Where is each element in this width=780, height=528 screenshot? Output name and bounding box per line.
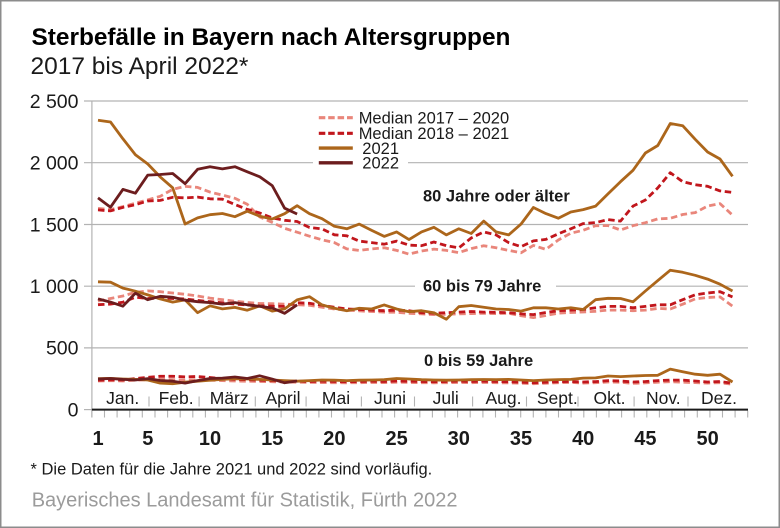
svg-text:0 bis 59 Jahre: 0 bis 59 Jahre bbox=[424, 352, 533, 370]
svg-text:40: 40 bbox=[572, 428, 594, 450]
svg-text:15: 15 bbox=[261, 428, 283, 450]
svg-text:1: 1 bbox=[92, 428, 103, 450]
svg-text:80 Jahre oder älter: 80 Jahre oder älter bbox=[423, 188, 570, 206]
svg-text:2017 bis April 2022*: 2017 bis April 2022* bbox=[31, 53, 249, 80]
svg-text:2 000: 2 000 bbox=[30, 153, 79, 175]
svg-text:50: 50 bbox=[696, 428, 718, 450]
svg-text:5: 5 bbox=[142, 428, 153, 450]
svg-text:1 000: 1 000 bbox=[30, 276, 79, 298]
svg-text:Median 2018 – 2021: Median 2018 – 2021 bbox=[359, 125, 509, 143]
svg-text:30: 30 bbox=[448, 428, 470, 450]
svg-text:April: April bbox=[265, 388, 300, 408]
svg-text:2022: 2022 bbox=[362, 155, 399, 173]
svg-text:0: 0 bbox=[68, 399, 79, 421]
svg-text:60 bis 79 Jahre: 60 bis 79 Jahre bbox=[423, 278, 541, 296]
svg-text:Jan.: Jan. bbox=[106, 388, 139, 408]
svg-text:Median 2017 – 2020: Median 2017 – 2020 bbox=[359, 110, 509, 128]
svg-text:Juli: Juli bbox=[433, 388, 459, 408]
svg-text:10: 10 bbox=[199, 428, 221, 450]
svg-text:Okt.: Okt. bbox=[593, 388, 625, 408]
svg-text:Nov.: Nov. bbox=[646, 388, 681, 408]
svg-text:Bayerisches Landesamt für Stat: Bayerisches Landesamt für Statistik, Für… bbox=[32, 490, 458, 512]
svg-text:Mai: Mai bbox=[322, 388, 350, 408]
svg-text:2 500: 2 500 bbox=[30, 91, 79, 113]
svg-text:2021: 2021 bbox=[362, 140, 399, 158]
svg-text:Dez.: Dez. bbox=[701, 388, 737, 408]
svg-text:500: 500 bbox=[46, 338, 79, 360]
svg-text:Juni: Juni bbox=[374, 388, 406, 408]
svg-text:März: März bbox=[210, 388, 249, 408]
svg-text:Feb.: Feb. bbox=[159, 388, 194, 408]
svg-text:1 500: 1 500 bbox=[30, 214, 79, 236]
svg-text:20: 20 bbox=[323, 428, 345, 450]
svg-text:Aug.: Aug. bbox=[486, 388, 522, 408]
svg-text:Sterbefälle in Bayern nach Alt: Sterbefälle in Bayern nach Altersgruppen bbox=[32, 24, 511, 51]
svg-text:35: 35 bbox=[510, 428, 532, 450]
svg-text:* Die Daten für die Jahre 2021: * Die Daten für die Jahre 2021 und 2022 … bbox=[31, 461, 433, 479]
svg-text:25: 25 bbox=[385, 428, 407, 450]
svg-text:Sept.: Sept. bbox=[537, 388, 578, 408]
svg-text:45: 45 bbox=[634, 428, 656, 450]
